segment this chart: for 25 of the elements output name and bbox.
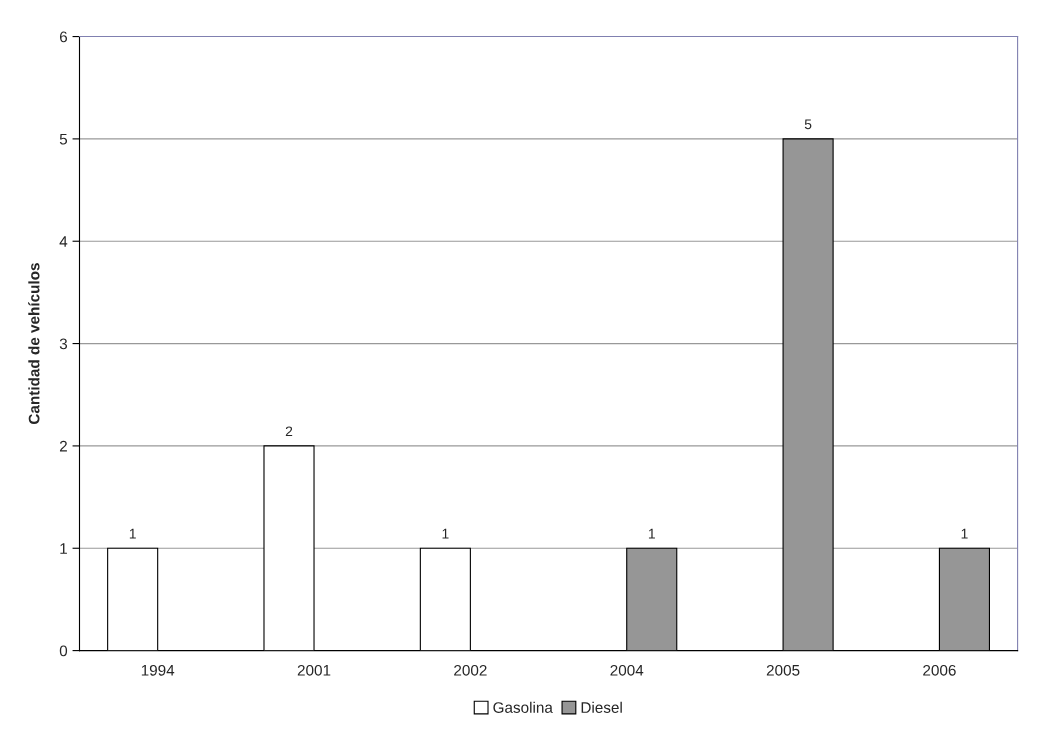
data-label: 1 — [442, 528, 449, 539]
data-label: 2 — [285, 426, 293, 437]
y-tick-label: 6 — [59, 31, 68, 43]
y-axis-title: Cantidad de vehículos — [28, 263, 40, 425]
legend-label: Diesel — [581, 701, 622, 713]
y-tick-label: 0 — [59, 645, 68, 657]
y-tick-label: 4 — [59, 236, 68, 247]
x-tick-label: 1994 — [141, 664, 175, 676]
x-tick-label: 2005 — [766, 664, 800, 676]
bar — [419, 547, 471, 651]
x-tick-label: 2006 — [923, 664, 956, 676]
data-label: 1 — [129, 528, 136, 539]
y-tick-label: 3 — [59, 338, 68, 350]
y-tick-label: 5 — [59, 133, 68, 145]
data-label: 1 — [961, 528, 968, 539]
bar — [107, 547, 159, 651]
x-tick-label: 2001 — [297, 664, 331, 676]
x-tick-label: 2002 — [454, 664, 487, 676]
x-tick-label: 2004 — [610, 664, 644, 676]
y-tick-label: 1 — [60, 543, 67, 554]
data-label: 1 — [648, 528, 655, 539]
data-label: 5 — [804, 119, 812, 130]
bar — [263, 445, 315, 651]
legend-label: Gasolina — [493, 701, 553, 713]
y-tick-label: 2 — [59, 440, 67, 452]
